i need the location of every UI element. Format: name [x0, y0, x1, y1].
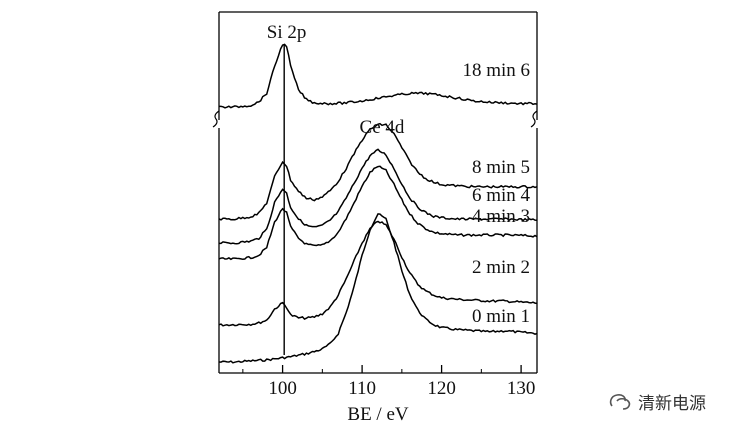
x-tick-label: 130	[507, 378, 536, 399]
plot-frame	[218, 11, 538, 374]
axis-break-marks	[212, 110, 538, 128]
x-tick-label: 110	[348, 378, 376, 399]
series-label-1: 0 min 1	[472, 306, 530, 327]
peak-label-ce-4d: Ce 4d	[360, 117, 405, 138]
peak-labels: Si 2p Ce 4d	[267, 22, 405, 138]
watermark-text: 清新电源	[638, 394, 706, 414]
series-label-5: 8 min 5	[472, 157, 530, 178]
curve-labels: 0 min 1 2 min 2 4 min 36 min 4 8 min 5 18 mi…	[462, 60, 530, 327]
x-axis-ticks: 100 110 120 130	[242, 365, 536, 399]
peak-label-si-2p: Si 2p	[267, 22, 307, 43]
spectra-curves	[218, 43, 538, 364]
series-curve-3	[218, 165, 538, 261]
series-label-3: 4 min 3	[472, 206, 530, 227]
series-label-4: 6 min 4	[472, 185, 531, 206]
wechat-icon	[609, 393, 631, 410]
x-tick-label: 100	[268, 378, 297, 399]
series-curve-6	[219, 43, 538, 109]
watermark: 清新电源	[608, 389, 706, 414]
series-curve-5	[218, 122, 538, 221]
series-label-2: 2 min 2	[472, 257, 530, 278]
series-curve-1	[218, 213, 538, 364]
x-axis-label: BE / eV	[347, 404, 408, 425]
series-label-6: 18 min 6	[462, 60, 530, 81]
series-curve-4	[219, 148, 538, 245]
x-tick-label: 120	[427, 378, 456, 399]
series-curve-2	[218, 220, 538, 327]
